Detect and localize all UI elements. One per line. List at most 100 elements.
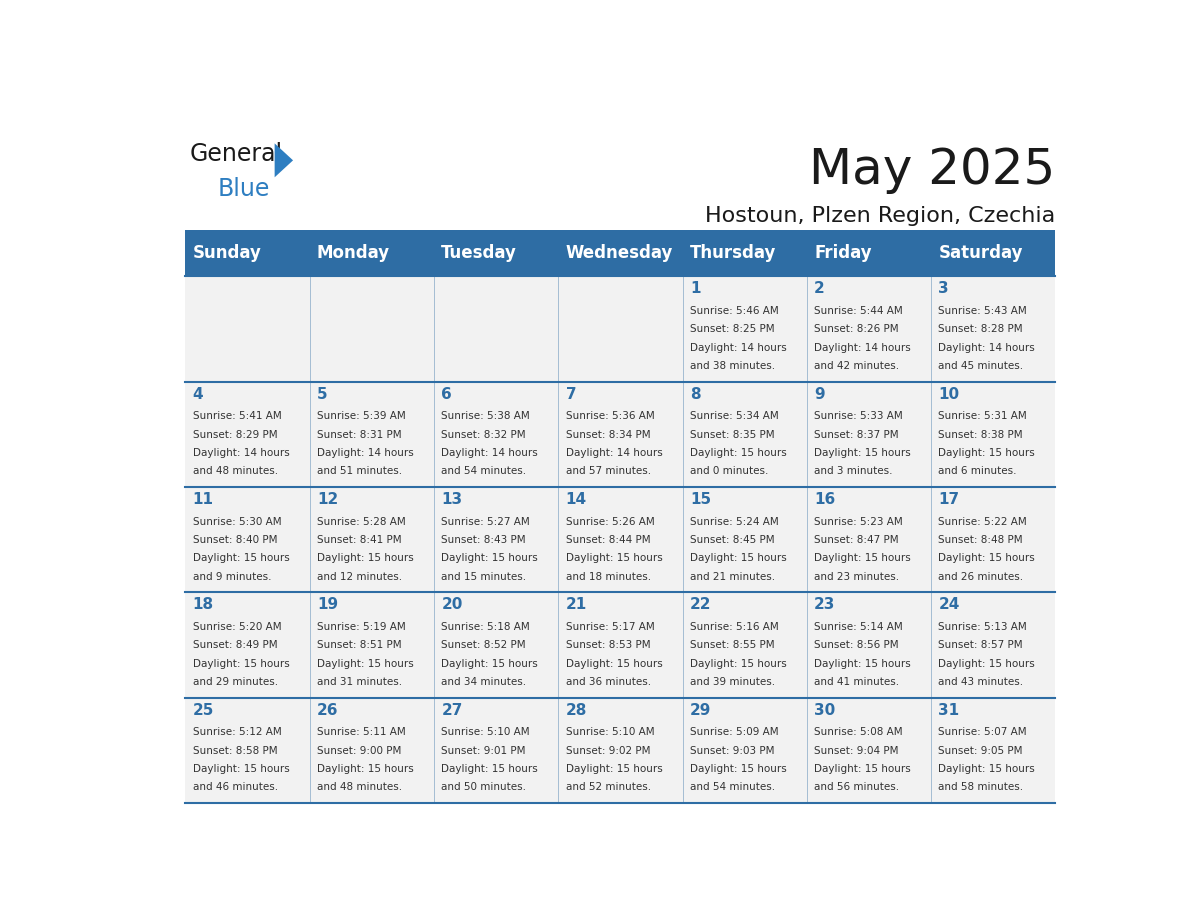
Bar — [434, 382, 558, 487]
Text: Sunset: 8:29 PM: Sunset: 8:29 PM — [192, 430, 277, 440]
Text: Daylight: 15 hours: Daylight: 15 hours — [814, 554, 911, 564]
Text: 6: 6 — [441, 386, 451, 401]
Text: General: General — [190, 142, 283, 166]
Text: Sunrise: 5:28 AM: Sunrise: 5:28 AM — [317, 517, 406, 527]
Text: Sunset: 8:37 PM: Sunset: 8:37 PM — [814, 430, 899, 440]
Text: Sunrise: 5:09 AM: Sunrise: 5:09 AM — [690, 727, 778, 737]
Text: Sunrise: 5:08 AM: Sunrise: 5:08 AM — [814, 727, 903, 737]
Text: and 9 minutes.: and 9 minutes. — [192, 572, 271, 582]
Text: Sunset: 8:51 PM: Sunset: 8:51 PM — [317, 641, 402, 650]
Text: Tuesday: Tuesday — [441, 244, 517, 263]
Text: and 18 minutes.: and 18 minutes. — [565, 572, 651, 582]
Text: Sunrise: 5:30 AM: Sunrise: 5:30 AM — [192, 517, 282, 527]
Text: Daylight: 15 hours: Daylight: 15 hours — [317, 764, 413, 774]
Text: and 0 minutes.: and 0 minutes. — [690, 466, 769, 476]
Text: Daylight: 15 hours: Daylight: 15 hours — [939, 448, 1035, 458]
Text: 11: 11 — [192, 492, 214, 507]
Text: Daylight: 15 hours: Daylight: 15 hours — [441, 554, 538, 564]
Text: Sunset: 8:35 PM: Sunset: 8:35 PM — [690, 430, 775, 440]
Text: and 57 minutes.: and 57 minutes. — [565, 466, 651, 476]
Text: Daylight: 15 hours: Daylight: 15 hours — [690, 448, 786, 458]
Text: and 54 minutes.: and 54 minutes. — [441, 466, 526, 476]
Bar — [310, 487, 434, 592]
Text: May 2025: May 2025 — [809, 145, 1055, 194]
Text: Sunrise: 5:14 AM: Sunrise: 5:14 AM — [814, 621, 903, 632]
Text: Sunrise: 5:13 AM: Sunrise: 5:13 AM — [939, 621, 1028, 632]
Text: 22: 22 — [690, 598, 712, 612]
Bar — [931, 698, 1055, 803]
Text: Sunset: 9:03 PM: Sunset: 9:03 PM — [690, 745, 775, 756]
Text: 9: 9 — [814, 386, 824, 401]
Text: Daylight: 15 hours: Daylight: 15 hours — [690, 554, 786, 564]
Text: 23: 23 — [814, 598, 835, 612]
Text: Sunset: 9:02 PM: Sunset: 9:02 PM — [565, 745, 650, 756]
Text: Sunset: 8:43 PM: Sunset: 8:43 PM — [441, 535, 526, 545]
Text: Sunrise: 5:34 AM: Sunrise: 5:34 AM — [690, 411, 778, 421]
Bar — [434, 276, 558, 382]
Text: 20: 20 — [441, 598, 462, 612]
Text: Daylight: 15 hours: Daylight: 15 hours — [939, 764, 1035, 774]
Text: Sunrise: 5:23 AM: Sunrise: 5:23 AM — [814, 517, 903, 527]
Bar — [185, 276, 310, 382]
Text: Daylight: 15 hours: Daylight: 15 hours — [939, 659, 1035, 668]
Text: and 51 minutes.: and 51 minutes. — [317, 466, 402, 476]
Text: Sunrise: 5:11 AM: Sunrise: 5:11 AM — [317, 727, 406, 737]
Text: and 3 minutes.: and 3 minutes. — [814, 466, 892, 476]
Text: Sunset: 8:58 PM: Sunset: 8:58 PM — [192, 745, 277, 756]
Text: Sunset: 8:52 PM: Sunset: 8:52 PM — [441, 641, 526, 650]
Text: 26: 26 — [317, 702, 339, 718]
Text: 31: 31 — [939, 702, 960, 718]
Text: and 46 minutes.: and 46 minutes. — [192, 782, 278, 792]
Text: Daylight: 15 hours: Daylight: 15 hours — [814, 659, 911, 668]
Bar — [931, 487, 1055, 592]
Text: Sunrise: 5:19 AM: Sunrise: 5:19 AM — [317, 621, 406, 632]
Text: Sunrise: 5:33 AM: Sunrise: 5:33 AM — [814, 411, 903, 421]
Text: and 29 minutes.: and 29 minutes. — [192, 677, 278, 687]
Text: and 39 minutes.: and 39 minutes. — [690, 677, 775, 687]
Text: Daylight: 15 hours: Daylight: 15 hours — [441, 764, 538, 774]
Text: Sunset: 9:01 PM: Sunset: 9:01 PM — [441, 745, 526, 756]
Bar — [185, 698, 310, 803]
Text: and 48 minutes.: and 48 minutes. — [192, 466, 278, 476]
Text: 10: 10 — [939, 386, 960, 401]
Bar — [434, 592, 558, 698]
Text: Sunrise: 5:16 AM: Sunrise: 5:16 AM — [690, 621, 778, 632]
Text: and 50 minutes.: and 50 minutes. — [441, 782, 526, 792]
Bar — [558, 276, 682, 382]
Text: Sunset: 9:04 PM: Sunset: 9:04 PM — [814, 745, 898, 756]
Text: and 58 minutes.: and 58 minutes. — [939, 782, 1024, 792]
Bar — [807, 698, 931, 803]
Text: and 41 minutes.: and 41 minutes. — [814, 677, 899, 687]
Text: Daylight: 14 hours: Daylight: 14 hours — [690, 342, 786, 353]
Text: Sunrise: 5:43 AM: Sunrise: 5:43 AM — [939, 306, 1028, 316]
Text: Sunset: 8:44 PM: Sunset: 8:44 PM — [565, 535, 650, 545]
Text: 21: 21 — [565, 598, 587, 612]
Text: Sunrise: 5:12 AM: Sunrise: 5:12 AM — [192, 727, 282, 737]
Text: Daylight: 14 hours: Daylight: 14 hours — [317, 448, 413, 458]
Text: and 6 minutes.: and 6 minutes. — [939, 466, 1017, 476]
Bar — [185, 592, 310, 698]
Text: Daylight: 15 hours: Daylight: 15 hours — [565, 554, 663, 564]
Text: Daylight: 15 hours: Daylight: 15 hours — [690, 764, 786, 774]
Text: Daylight: 15 hours: Daylight: 15 hours — [690, 659, 786, 668]
Text: and 23 minutes.: and 23 minutes. — [814, 572, 899, 582]
Text: and 54 minutes.: and 54 minutes. — [690, 782, 775, 792]
Text: Daylight: 15 hours: Daylight: 15 hours — [317, 659, 413, 668]
Text: Sunrise: 5:24 AM: Sunrise: 5:24 AM — [690, 517, 778, 527]
Text: 4: 4 — [192, 386, 203, 401]
Bar — [931, 382, 1055, 487]
Text: 13: 13 — [441, 492, 462, 507]
Bar — [807, 276, 931, 382]
Text: and 21 minutes.: and 21 minutes. — [690, 572, 775, 582]
Text: 28: 28 — [565, 702, 587, 718]
Text: Sunset: 8:45 PM: Sunset: 8:45 PM — [690, 535, 775, 545]
Text: 3: 3 — [939, 281, 949, 297]
Text: Daylight: 14 hours: Daylight: 14 hours — [939, 342, 1035, 353]
Text: 17: 17 — [939, 492, 960, 507]
Text: Sunset: 8:34 PM: Sunset: 8:34 PM — [565, 430, 650, 440]
Text: Sunset: 8:55 PM: Sunset: 8:55 PM — [690, 641, 775, 650]
Text: Hostoun, Plzen Region, Czechia: Hostoun, Plzen Region, Czechia — [706, 206, 1055, 226]
Text: 29: 29 — [690, 702, 712, 718]
Text: Sunrise: 5:22 AM: Sunrise: 5:22 AM — [939, 517, 1028, 527]
Text: Daylight: 15 hours: Daylight: 15 hours — [317, 554, 413, 564]
